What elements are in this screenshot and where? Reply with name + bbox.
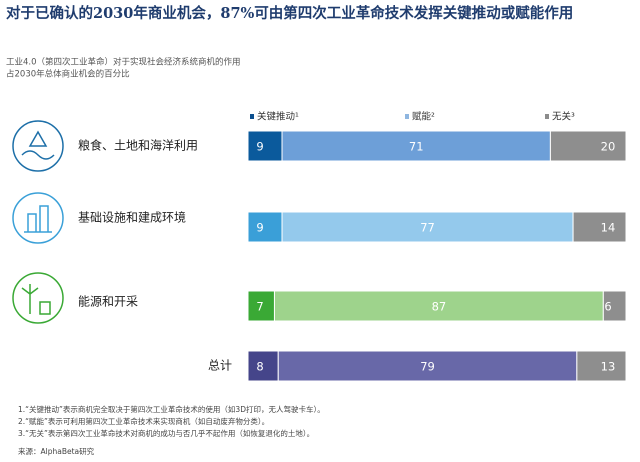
category-label: 总计	[208, 359, 232, 373]
bar-segment	[247, 130, 283, 162]
value-label: 9	[256, 221, 263, 235]
icon	[24, 205, 52, 233]
footnote: 1.“关键推动”表示商机完全取决于第四次工业革命技术的使用（如3D打印，无人驾驶…	[18, 404, 325, 414]
category-label: 粮食、土地和海洋利用	[78, 138, 198, 153]
category-label: 基础设施和建成环境	[78, 210, 186, 225]
value-label: 71	[409, 140, 424, 154]
footnote: 3.“无关”表示第四次工业革命技术对商机的成功与否几乎不起作用（如恢复退化的土地…	[18, 428, 314, 438]
bar-segment	[277, 350, 578, 382]
bar-segment	[273, 290, 604, 322]
bar-segment	[576, 350, 627, 382]
bar-segment	[549, 130, 627, 162]
value-label: 7	[256, 300, 263, 314]
icons	[12, 120, 64, 324]
source: 来源：AlphaBeta研究	[18, 446, 95, 456]
value-label: 20	[601, 140, 616, 154]
legend-label: 无关³	[552, 111, 575, 123]
bar-segment	[572, 211, 627, 243]
icon	[12, 192, 64, 244]
value-label: 9	[256, 140, 263, 154]
icon	[21, 130, 55, 160]
legend-label: 赋能²	[412, 111, 435, 123]
icon	[12, 272, 64, 324]
chart-title: 对于已确认的2030年商业机会，87%可由第四次工业革命技术发挥关键推动或赋能作…	[6, 4, 573, 22]
bar-segment	[247, 211, 283, 243]
subtitle: 工业4.0（第四次工业革命）对于实现社会经济系统商机的作用	[6, 57, 241, 68]
bar-segment	[247, 350, 279, 382]
value-label: 13	[601, 360, 616, 374]
bar-segment	[281, 130, 551, 162]
value-label: 87	[432, 300, 447, 314]
value-label: 6	[604, 300, 611, 314]
value-label: 14	[601, 221, 616, 235]
legend-label: 关键推动¹	[257, 111, 299, 123]
bar-segment	[247, 290, 275, 322]
footnote: 2.“赋能”表示可利用第四次工业革命技术来实现商机（如自动废弃物分类）。	[18, 416, 269, 426]
category-label: 能源和开采	[78, 295, 138, 309]
legend-marker	[405, 114, 409, 119]
legend-marker	[250, 114, 254, 119]
value-label: 79	[420, 360, 435, 374]
icon	[12, 120, 64, 172]
value-label: 8	[256, 360, 263, 374]
legend-marker	[545, 114, 549, 119]
subtitle: 占2030年总体商业机会的百分比	[6, 69, 130, 80]
value-label: 77	[420, 221, 435, 235]
bar-segment	[602, 290, 627, 322]
icon	[21, 284, 51, 315]
